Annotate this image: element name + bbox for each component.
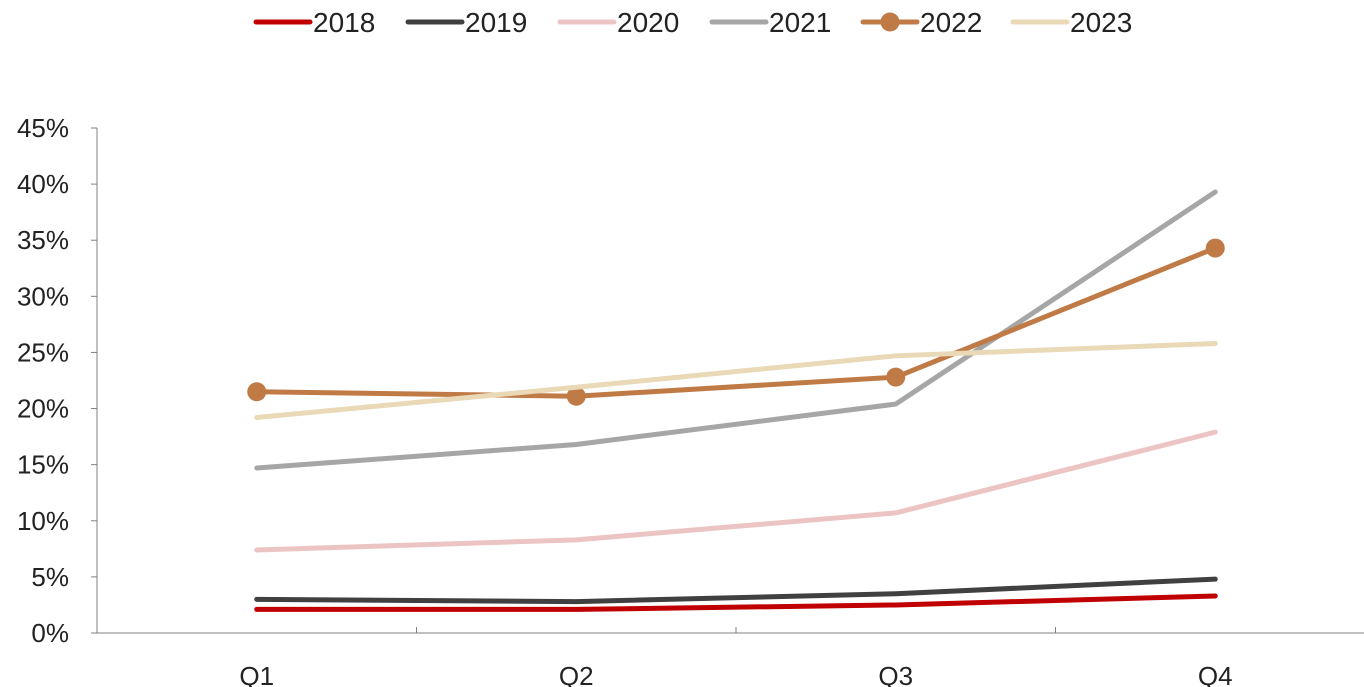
legend-item-2020: 2020: [557, 7, 679, 38]
series-layer: [247, 189, 1225, 612]
legend-label: 2019: [465, 7, 527, 38]
y-tick-label: 15%: [17, 450, 69, 480]
y-tick-label: 45%: [17, 113, 69, 143]
legend-label: 2023: [1070, 7, 1132, 38]
legend-label: 2020: [617, 7, 679, 38]
series-line: [254, 593, 1218, 612]
y-tick-label: 30%: [17, 281, 69, 311]
data-point: [886, 367, 906, 387]
y-tick-label: 25%: [17, 337, 69, 367]
x-axis: Q1 Q2 Q3 Q4: [97, 627, 1364, 687]
series-2021: [254, 189, 1218, 471]
x-tick-label: Q2: [559, 661, 594, 687]
x-tick-label: Q1: [239, 661, 274, 687]
y-tick-label: 5%: [31, 562, 69, 592]
y-tick-label: 0%: [31, 618, 69, 648]
legend-label: 2022: [920, 7, 982, 38]
series-2022: [247, 238, 1225, 406]
x-tick-label: Q4: [1198, 661, 1233, 687]
chart-legend: 2018 2019 2020 2021 2022 2023: [253, 7, 1132, 38]
x-tick-label: Q3: [878, 661, 913, 687]
series-2019: [254, 576, 1218, 605]
legend-item-2023: 2023: [1010, 7, 1132, 38]
y-axis: 0% 5% 10% 15% 20% 25% 30% 35% 40% 45%: [17, 113, 98, 648]
series-2020: [254, 429, 1218, 553]
legend-label: 2018: [313, 7, 375, 38]
y-tick-label: 40%: [17, 169, 69, 199]
legend-marker: [880, 12, 900, 32]
series-line: [254, 429, 1218, 553]
data-point: [247, 382, 267, 402]
data-point: [1205, 238, 1225, 258]
y-tick-label: 20%: [17, 394, 69, 424]
series-line: [254, 576, 1218, 605]
legend-label: 2021: [769, 7, 831, 38]
series-2018: [254, 593, 1218, 612]
legend-item-2019: 2019: [405, 7, 527, 38]
legend-item-2022: 2022: [860, 7, 982, 38]
series-2023: [254, 340, 1218, 421]
series-line: [254, 189, 1218, 471]
legend-item-2018: 2018: [253, 7, 375, 38]
series-line: [254, 340, 1218, 421]
y-tick-label: 10%: [17, 506, 69, 536]
series-line: [254, 245, 1218, 399]
data-point: [566, 386, 586, 406]
y-tick-label: 35%: [17, 225, 69, 255]
legend-item-2021: 2021: [709, 7, 831, 38]
